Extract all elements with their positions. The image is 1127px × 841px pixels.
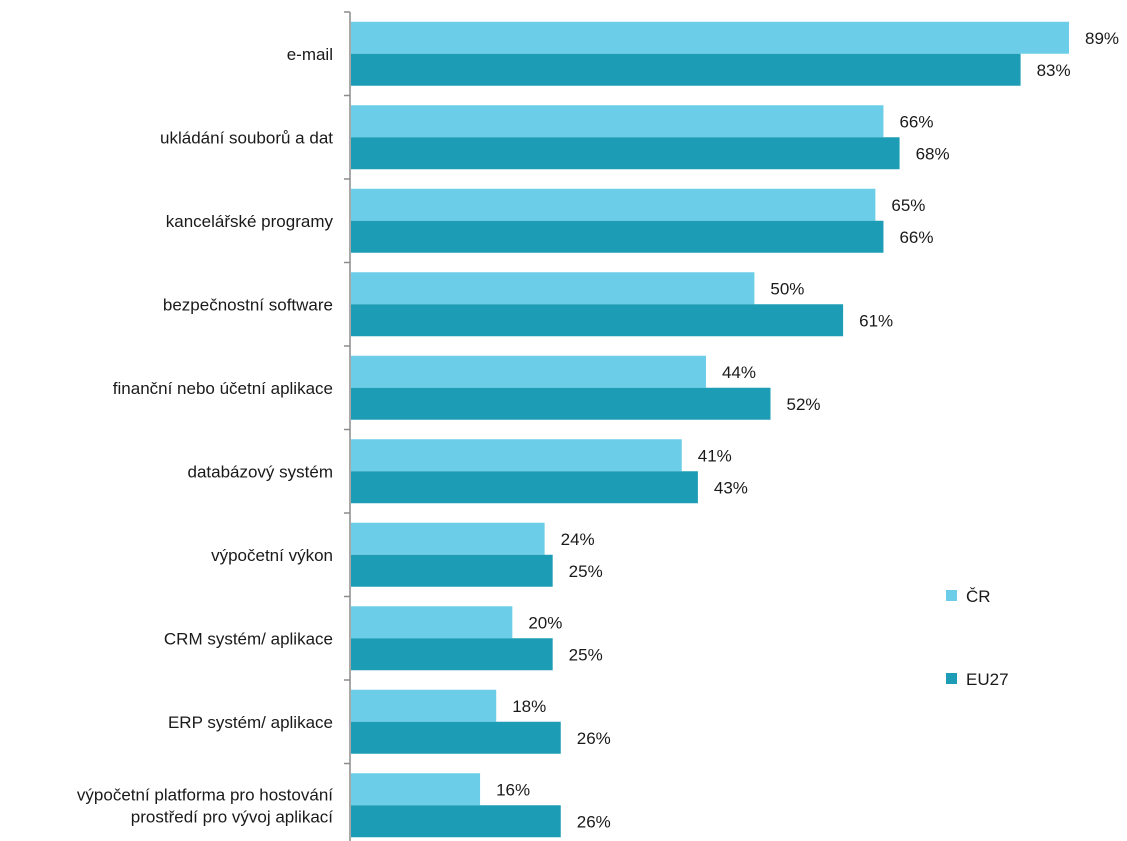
category-label: výpočetní platforma pro hostování prostře… <box>77 785 333 826</box>
category-label: bezpečnostní software <box>163 295 333 314</box>
bar-eu27 <box>351 220 884 253</box>
legend-swatch-eu27 <box>946 673 957 684</box>
bar-čr <box>351 105 884 138</box>
value-labels: 89% 83% 66% 68% 65% 66% 50% 61% 44% 52% 41% 43% 24% 2… <box>496 29 1119 832</box>
bar-čr <box>351 272 755 305</box>
value-label: 16% <box>496 780 530 799</box>
legend-label-čr: ČR <box>966 587 991 606</box>
category-label: databázový systém <box>187 462 333 481</box>
bar-čr <box>351 689 497 722</box>
bar-čr <box>351 21 1069 54</box>
category-labels: e-mail ukládání souborů a dat kancelářské … <box>77 45 334 827</box>
value-label: 65% <box>891 196 925 215</box>
value-label: 26% <box>577 812 611 831</box>
value-label: 18% <box>512 697 546 716</box>
value-label: 20% <box>528 613 562 632</box>
value-label: 25% <box>569 645 603 664</box>
bar-čr <box>351 773 481 806</box>
category-label: ukládání souborů a dat <box>160 128 333 147</box>
legend: ČR EU27 <box>946 587 1009 689</box>
bar-eu27 <box>351 554 553 587</box>
category-label: e-mail <box>287 45 333 64</box>
legend-label-eu27: EU27 <box>966 670 1009 689</box>
value-label: 41% <box>698 446 732 465</box>
value-label: 52% <box>787 395 821 414</box>
category-label: ERP systém/ aplikace <box>168 713 333 732</box>
bar-čr <box>351 522 545 555</box>
value-label: 25% <box>569 562 603 581</box>
category-label: kancelářské programy <box>166 212 334 231</box>
bar-eu27 <box>351 471 698 504</box>
value-label: 83% <box>1037 61 1071 80</box>
value-label: 50% <box>770 279 804 298</box>
value-label: 26% <box>577 729 611 748</box>
bar-čr <box>351 606 513 639</box>
category-label: finanční nebo účetní aplikace <box>113 379 333 398</box>
bars-group <box>351 21 1069 838</box>
value-label: 24% <box>561 530 595 549</box>
value-label: 89% <box>1085 29 1119 48</box>
bar-eu27 <box>351 387 771 420</box>
bar-eu27 <box>351 53 1021 86</box>
value-label: 44% <box>722 363 756 382</box>
bar-eu27 <box>351 721 561 754</box>
value-label: 66% <box>899 112 933 131</box>
category-label: výpočetní výkon <box>211 546 333 565</box>
bar-čr <box>351 188 876 221</box>
bar-čr <box>351 439 682 472</box>
category-axis <box>344 11 351 841</box>
value-label: 61% <box>859 311 893 330</box>
bar-eu27 <box>351 137 900 170</box>
value-label: 66% <box>899 228 933 247</box>
value-label: 68% <box>916 144 950 163</box>
bar-eu27 <box>351 805 561 838</box>
bar-eu27 <box>351 304 844 337</box>
legend-swatch-čr <box>946 590 957 601</box>
bar-čr <box>351 355 706 388</box>
bar-eu27 <box>351 638 553 671</box>
value-label: 43% <box>714 478 748 497</box>
category-label: CRM systém/ aplikace <box>164 629 333 648</box>
